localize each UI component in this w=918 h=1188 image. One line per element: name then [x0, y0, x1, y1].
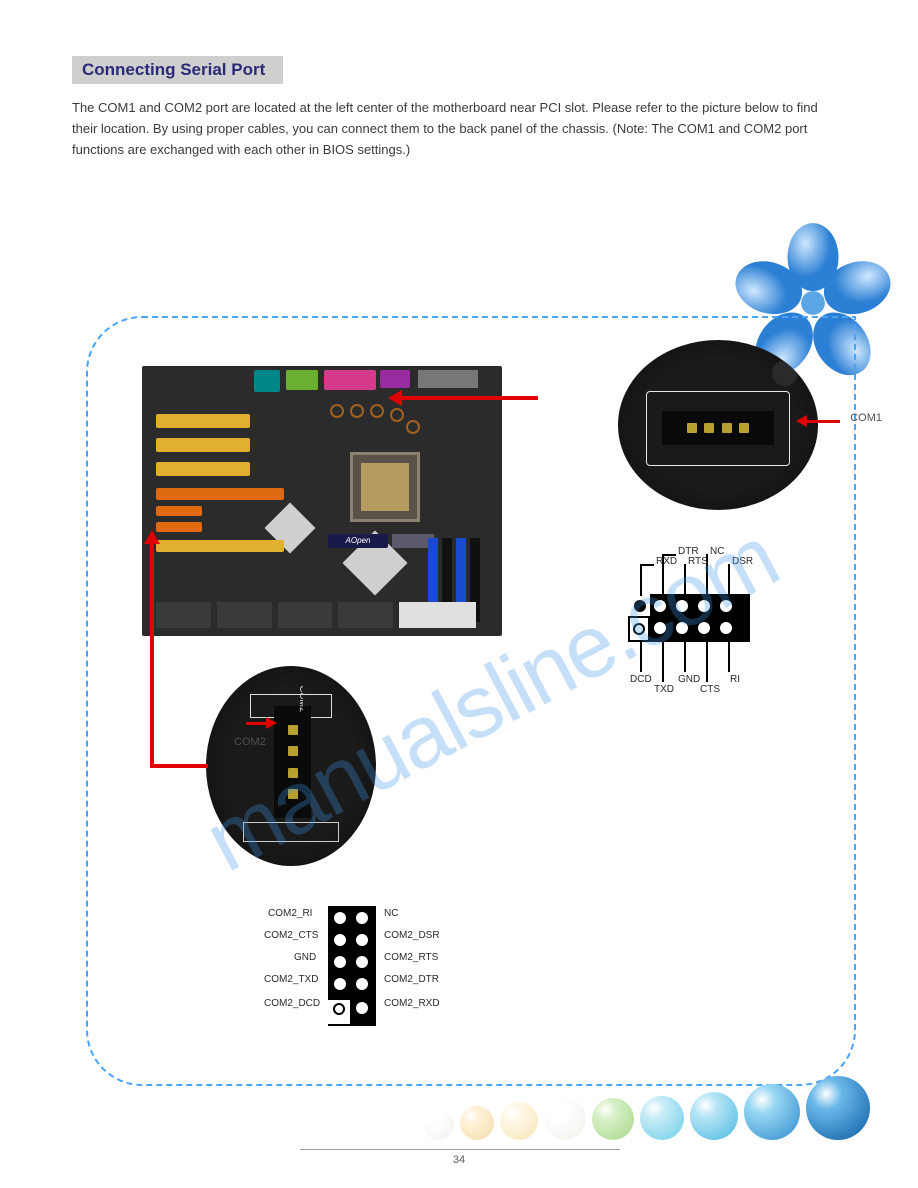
arrow-head-icon	[144, 530, 160, 544]
pcie-slot	[156, 506, 202, 516]
com2-silkscreen-text: COM2	[292, 682, 303, 728]
bubble-icon	[592, 1098, 634, 1140]
pin-label: CTS	[700, 684, 720, 695]
arrow-head-icon	[796, 415, 807, 427]
io-usb	[418, 370, 478, 388]
bubble-icon	[744, 1084, 800, 1140]
pin-block	[328, 906, 376, 1026]
page-root: Connecting Serial Port The COM1 and COM2…	[0, 0, 918, 1188]
arrow-line	[398, 396, 538, 400]
pin-label: COM2_RXD	[384, 998, 440, 1009]
pin-label: RTS	[688, 556, 708, 567]
silkscreen	[243, 822, 338, 842]
pci-slot	[156, 438, 250, 452]
com1-pinout: RXD DTR RTS NC DSR DCD TXD GND CTS RI	[582, 550, 802, 690]
capacitor	[370, 404, 384, 418]
pcie-slot	[156, 540, 284, 552]
brand-label: AOpen	[328, 534, 388, 548]
pin-label: RXD	[656, 556, 677, 567]
io-ps2	[254, 370, 280, 392]
io-parallel	[324, 370, 376, 390]
arrow-line	[150, 540, 154, 768]
pin-label: RI	[730, 674, 740, 685]
com2-label: COM2	[234, 736, 266, 748]
pci-slot	[156, 462, 250, 476]
bubble-icon	[806, 1076, 870, 1140]
bubble-icon	[544, 1098, 586, 1140]
footer-rule	[300, 1149, 620, 1150]
bubble-icon	[460, 1106, 494, 1140]
com2-zoom	[206, 666, 376, 866]
page-number: 34	[453, 1154, 465, 1166]
pin-label: DSR	[732, 556, 753, 567]
pin-label: NC	[384, 908, 398, 919]
com2-pinout: COM2_RI COM2_CTS GND COM2_TXD COM2_DCD N…	[268, 896, 488, 1076]
section-header: Connecting Serial Port	[72, 56, 283, 84]
capacitor	[406, 420, 420, 434]
arrow-head-icon	[388, 390, 402, 406]
pcie-slot	[156, 522, 202, 532]
motherboard-image: AOpen	[142, 366, 502, 636]
footer-bubbles	[424, 1076, 870, 1140]
capacitor	[330, 404, 344, 418]
pcie-slot	[156, 488, 284, 500]
pin-label: DCD	[630, 674, 652, 685]
pin-label: TXD	[654, 684, 674, 695]
bubble-icon	[424, 1110, 454, 1140]
diagram-container: AOpen COM1	[86, 316, 856, 1086]
arrow-line	[150, 764, 208, 768]
pin-label: COM2_DSR	[384, 930, 440, 941]
bubble-icon	[500, 1102, 538, 1140]
pin-label: COM2_RI	[268, 908, 312, 919]
bubble-icon	[640, 1096, 684, 1140]
pin-label: COM2_RTS	[384, 952, 438, 963]
capacitor	[772, 360, 798, 386]
pin-label: COM2_TXD	[264, 974, 318, 985]
arrow-head-icon	[266, 717, 277, 729]
pin-block	[630, 594, 750, 642]
front-headers	[156, 602, 476, 628]
pin-label: COM2_CTS	[264, 930, 318, 941]
bubble-icon	[690, 1092, 738, 1140]
cpu-socket	[350, 452, 420, 522]
pin-label: NC	[710, 546, 724, 557]
pin-label: GND	[678, 674, 700, 685]
pin-label: COM2_DTR	[384, 974, 439, 985]
capacitor	[350, 404, 364, 418]
capacitor	[390, 408, 404, 422]
com1-zoom	[618, 340, 818, 510]
arrow-line	[246, 722, 268, 725]
com1-label: COM1	[850, 412, 882, 424]
pci-slot	[156, 414, 250, 428]
io-audio	[286, 370, 318, 390]
arrow-line	[806, 420, 840, 423]
pin-label: COM2_DCD	[264, 998, 320, 1009]
svg-text:COM2: COM2	[298, 686, 303, 712]
body-paragraph: The COM1 and COM2 port are located at th…	[72, 98, 842, 160]
io-serial	[380, 370, 410, 388]
pin-label: GND	[294, 952, 316, 963]
